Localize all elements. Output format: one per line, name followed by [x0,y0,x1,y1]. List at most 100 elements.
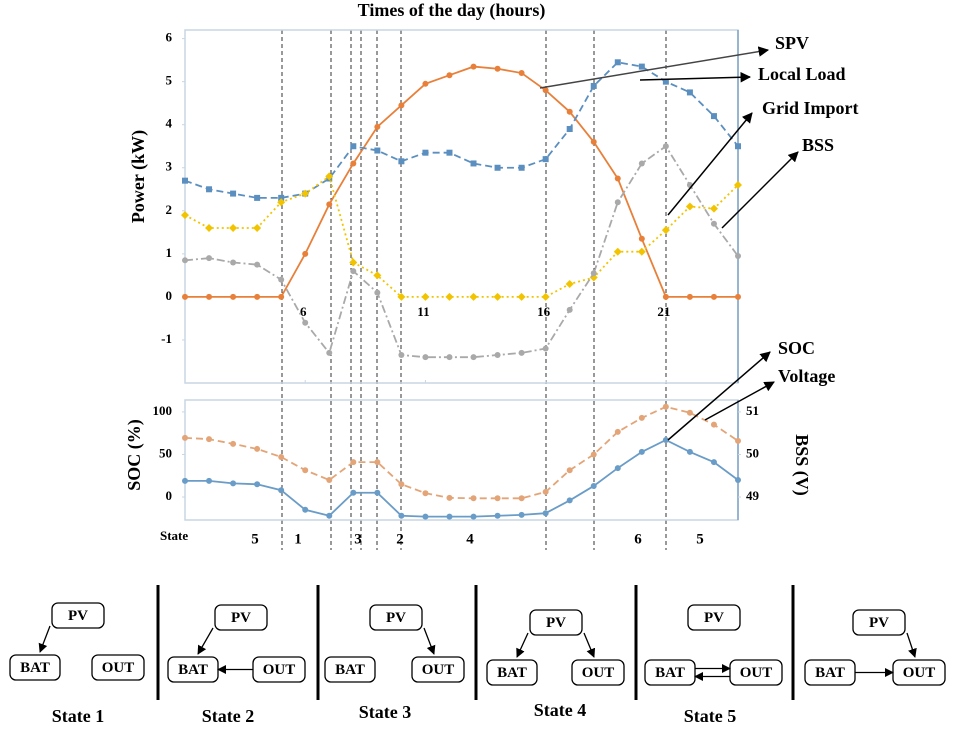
marker [398,158,405,165]
marker [230,480,237,487]
marker [373,271,382,280]
marker [710,293,717,300]
marker [350,160,357,167]
state-node-label: BAT [655,665,685,681]
marker [662,78,669,85]
marker [326,477,333,483]
series-line [184,61,739,199]
state-number: 1 [294,531,302,547]
marker [735,477,741,483]
state-node-label: BAT [20,660,50,676]
marker [398,512,405,519]
y-tick-label: 3 [166,159,173,174]
marker [638,235,645,242]
marker [518,164,525,171]
annotation-arrow [667,112,753,216]
state-node [51,602,105,629]
state-arrow [423,627,436,655]
state-number: 3 [354,531,362,547]
state-node-label: OUT [582,665,615,681]
state-node [529,609,583,636]
chart-title: Times of the day (hours) [358,0,546,21]
series-line [184,405,739,500]
marker [229,224,238,233]
state-diagram: PV BAT OUT State 5 [644,604,783,726]
series [182,437,741,520]
marker [662,403,669,410]
y-tick-label: 100 [153,403,173,418]
marker [638,448,645,455]
marker [590,482,597,489]
marker [422,513,429,520]
series [182,143,741,361]
marker [230,293,237,300]
marker [278,454,285,461]
marker [206,186,213,193]
state-arrow [583,632,596,658]
marker [349,258,358,267]
marker [254,293,261,300]
state-label: State 4 [534,700,587,720]
y2-tick-label: 50 [746,445,759,460]
marker [470,354,477,361]
marker [470,513,477,520]
marker [302,506,309,513]
marker [302,319,309,326]
marker [181,211,189,220]
state-node [214,604,268,631]
state-node [687,604,741,631]
marker [182,477,188,484]
state-node [9,654,61,681]
marker [518,70,525,77]
annotation: Voltage [778,366,835,386]
marker [374,489,381,496]
marker [206,255,213,262]
marker [350,268,357,275]
marker [638,63,645,70]
marker [422,354,429,361]
state-diagram: PV BAT OUT [804,609,946,686]
marker [230,440,237,447]
marker [541,292,550,301]
state-node-label: PV [546,615,566,631]
marker [325,172,334,181]
marker [326,512,333,519]
marker [494,164,501,171]
marker [638,160,645,167]
state-number: 4 [466,531,474,547]
marker [494,352,501,359]
marker [350,143,357,150]
marker [278,276,285,283]
marker [397,292,406,301]
state-node [411,656,465,683]
state-node-label: BAT [178,662,208,678]
marker [278,194,285,201]
y-tick-label: 2 [166,202,173,217]
marker [182,177,188,184]
state-node-label: PV [68,608,88,624]
marker [735,293,741,300]
marker [374,123,381,130]
marker [735,253,741,260]
marker [686,89,693,96]
series-line [185,65,738,298]
marker [710,421,717,428]
y-tick-label: 5 [166,73,173,88]
marker [253,224,262,233]
marker [374,459,381,466]
state-node-label: PV [704,610,724,626]
marker [542,345,549,352]
state-number: 5 [696,531,704,547]
state-node [571,659,625,686]
series [181,172,742,301]
marker [350,489,357,496]
y-tick-label: 4 [166,116,173,131]
marker [398,102,405,109]
state-node [486,659,538,686]
marker [662,143,669,150]
marker [662,437,669,443]
marker [542,488,549,495]
marker [446,72,453,79]
marker [518,495,525,502]
marker [254,481,261,488]
